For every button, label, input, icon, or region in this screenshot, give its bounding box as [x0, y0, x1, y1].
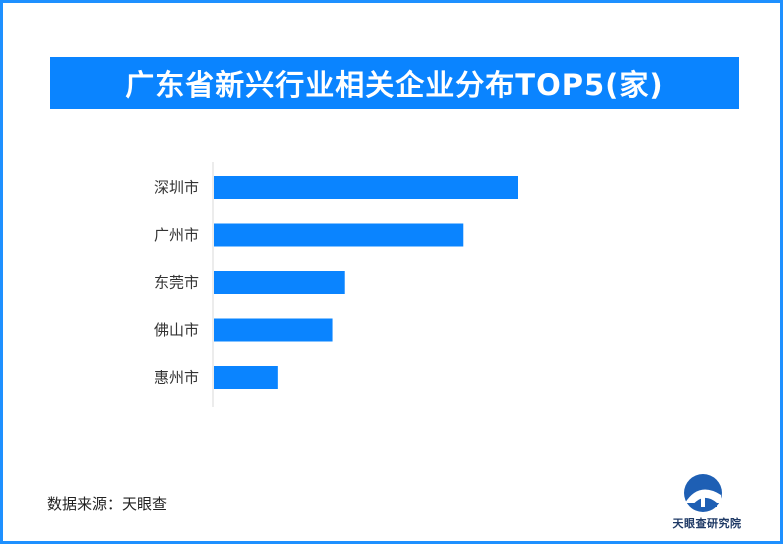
bar [214, 176, 518, 199]
category-label: 深圳市 [154, 179, 199, 197]
bar [214, 271, 345, 294]
tianyancha-logo: 天眼查研究院 [659, 473, 755, 535]
category-label: 佛山市 [154, 321, 199, 339]
category-label: 惠州市 [154, 369, 199, 387]
chart-title: 广东省新兴行业相关企业分布TOP5(家) [125, 68, 664, 102]
data-source-note: 数据来源：天眼查 [47, 495, 168, 513]
bar [214, 366, 278, 389]
logo-text: 天眼查研究院 [672, 517, 742, 530]
bar [214, 223, 464, 247]
logo-mark-icon [684, 474, 722, 512]
category-label: 东莞市 [154, 274, 199, 292]
category-label: 广州市 [154, 226, 199, 244]
bar [214, 318, 333, 342]
title-banner: 广东省新兴行业相关企业分布TOP5(家) [50, 57, 739, 109]
